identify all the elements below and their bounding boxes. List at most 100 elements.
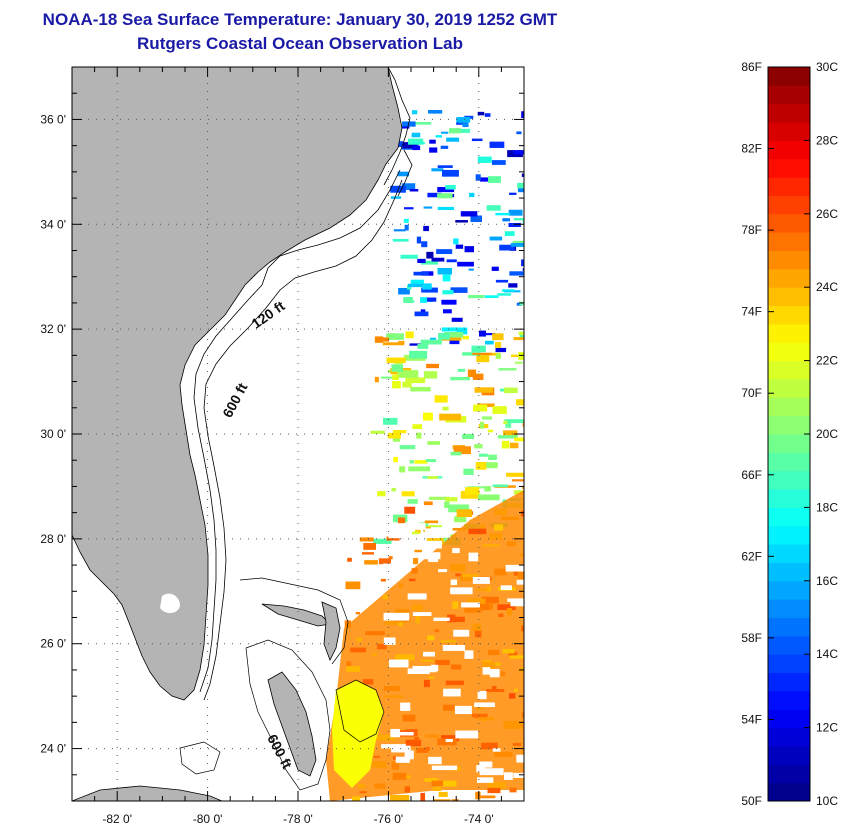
sst-patch (436, 249, 453, 255)
colorbar-band (768, 599, 810, 618)
sst-patch (347, 557, 352, 562)
sst-patch (521, 712, 524, 718)
cloud-gap (464, 650, 474, 659)
sst-patch (495, 342, 502, 348)
sst-patch (412, 604, 423, 611)
sst-patch (408, 466, 431, 472)
sst-patch (479, 421, 485, 429)
lon-tick-label: -78 0' (283, 812, 313, 826)
sst-patch (495, 347, 507, 353)
sst-patch (407, 138, 424, 145)
sst-patch (388, 556, 393, 560)
sst-patch (478, 494, 500, 501)
sst-patch (427, 441, 441, 445)
contour-600ft (203, 179, 403, 701)
sst-patch (414, 529, 421, 534)
sst-patch (423, 371, 438, 379)
map-gridlines (72, 67, 524, 801)
sst-patch (411, 142, 425, 145)
sst-patch (466, 598, 486, 604)
sst-patch (475, 174, 481, 181)
sst-patch (380, 376, 395, 379)
sst-patch (508, 651, 518, 656)
sst-patch (457, 261, 474, 267)
sst-patch (507, 607, 512, 616)
sst-patch (357, 784, 365, 788)
sst-patch (487, 429, 494, 433)
sst-patch (497, 435, 518, 439)
cloud-gap (438, 569, 448, 573)
sst-patch (513, 337, 524, 341)
sst-patch (445, 184, 456, 190)
sst-patch (423, 297, 437, 302)
sst-patch (387, 432, 401, 439)
sst-patch (352, 796, 361, 801)
sst-patch (439, 413, 461, 421)
sst-patch (487, 782, 506, 789)
sst-patch (503, 430, 518, 438)
sst-patch (384, 618, 405, 625)
sst-patch (437, 165, 453, 168)
sst-patch (412, 145, 421, 151)
sst-patch (503, 721, 524, 729)
sst-patch (477, 111, 485, 116)
sst-patch (382, 594, 388, 600)
sst-patch (511, 354, 524, 357)
sst-patch (420, 309, 426, 312)
sst-patch (389, 794, 410, 801)
sst-patch (402, 714, 416, 722)
sst-bank-shallow (332, 680, 384, 788)
sst-patch (473, 404, 488, 412)
cloud-gap (407, 668, 430, 675)
sst-patch (437, 193, 453, 199)
cloud-gap (423, 651, 435, 657)
sst-patch (382, 342, 405, 346)
sst-patch (510, 243, 524, 247)
sst-patch (378, 558, 391, 565)
sst-patch (480, 333, 496, 336)
colorbar-band (768, 635, 810, 655)
sst-patch (397, 370, 419, 378)
sst-patch (404, 786, 411, 793)
colorbar-band (768, 470, 810, 490)
sst-patch (484, 340, 494, 345)
cloud-gap (516, 754, 524, 763)
sst-patch (450, 287, 468, 293)
colorbar-label-celsius: 30C (816, 60, 838, 74)
colorbar-label-celsius: 14C (816, 647, 838, 661)
cloud-gap (476, 777, 494, 783)
sst-patch (423, 679, 430, 688)
sst-patch (428, 110, 443, 114)
sst-patch (391, 364, 404, 372)
sst-patch (373, 755, 381, 758)
sst-patch (503, 420, 508, 424)
sst-patch (501, 440, 510, 449)
sst-patch (395, 654, 415, 661)
sst-patch (456, 509, 472, 518)
sst-patch (401, 126, 410, 129)
colorbar-band (768, 507, 810, 527)
sst-patch (411, 531, 420, 537)
sst-patch (456, 327, 468, 335)
sst-patch (468, 528, 487, 535)
sst-patch (457, 368, 466, 372)
colorbar-label-fahrenheit: 62F (741, 549, 762, 563)
sst-patch (423, 206, 433, 209)
sst-patch (374, 376, 379, 383)
cloud-gap (507, 598, 524, 602)
sst-patch (519, 666, 524, 672)
sst-patch (409, 343, 426, 346)
sst-patch (361, 552, 374, 555)
sst-patch (426, 363, 439, 369)
sst-patch (434, 629, 440, 633)
sst-patch (445, 680, 464, 686)
cloud-gap (382, 563, 397, 572)
cloud-gap (412, 612, 432, 617)
sst-patch (442, 406, 449, 411)
sst-patch (414, 737, 420, 741)
sst-patch (517, 187, 524, 193)
sst-patch (410, 279, 424, 287)
sst-patch (509, 442, 519, 449)
sst-patch (401, 183, 416, 191)
sst-patch (520, 553, 524, 556)
